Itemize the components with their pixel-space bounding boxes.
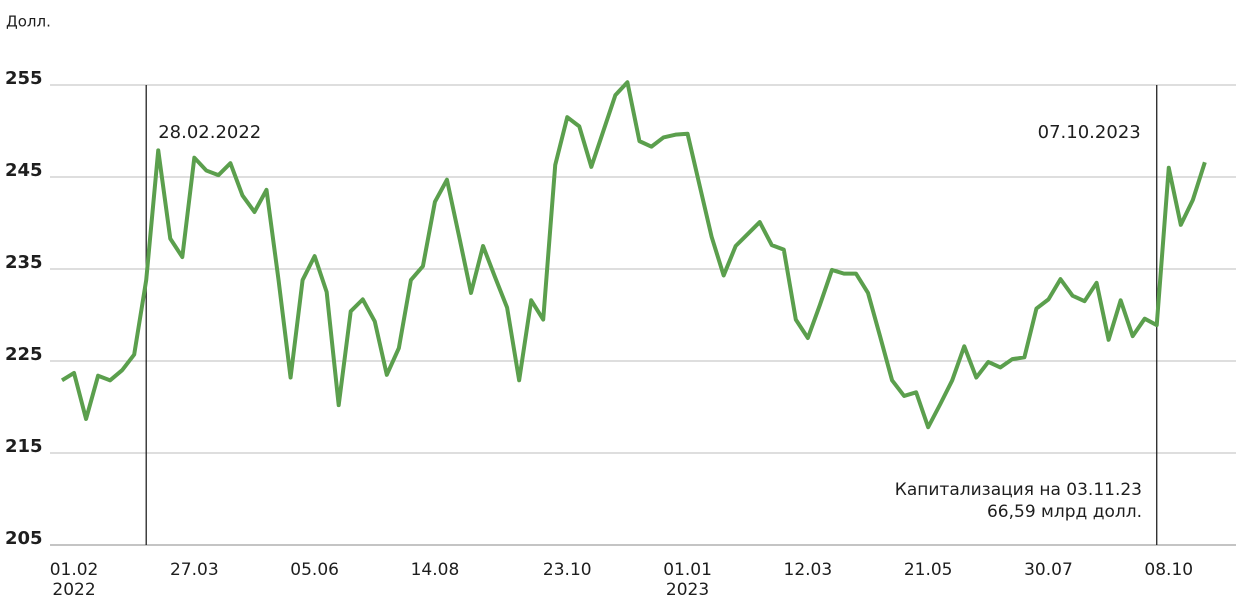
- x-tick-label: 27.03: [170, 560, 219, 580]
- y-tick-label: 245: [5, 160, 43, 181]
- annotation: 07.10.2023: [1038, 122, 1141, 143]
- x-tick-label: 05.06: [290, 560, 339, 580]
- x-tick-label: 21.05: [904, 560, 953, 580]
- x-tick-label: 12.03: [784, 560, 833, 580]
- y-tick-label: 255: [5, 68, 43, 89]
- note: Капитализация на 03.11.23: [895, 480, 1142, 500]
- x-tick-label: 14.08: [411, 560, 460, 580]
- y-tick-label: 215: [5, 436, 43, 457]
- y-unit-label: Долл.: [6, 13, 51, 31]
- y-tick-label: 205: [5, 528, 43, 549]
- x-tick-label: 01.01: [663, 560, 712, 580]
- x-tick-label: 23.10: [543, 560, 592, 580]
- y-tick-label: 235: [5, 252, 43, 273]
- line: [60, 80, 1207, 430]
- x-tick-label: 01.02: [50, 560, 99, 580]
- x-tick-label: 08.10: [1144, 560, 1193, 580]
- note: 66,59 млрд долл.: [987, 502, 1142, 522]
- y-tick-label: 225: [5, 344, 43, 365]
- x-tick-label: 30.07: [1024, 560, 1073, 580]
- x-tick-year: 2023: [666, 580, 709, 598]
- x-tick-year: 2022: [52, 580, 95, 598]
- annotation: 28.02.2022: [158, 122, 261, 143]
